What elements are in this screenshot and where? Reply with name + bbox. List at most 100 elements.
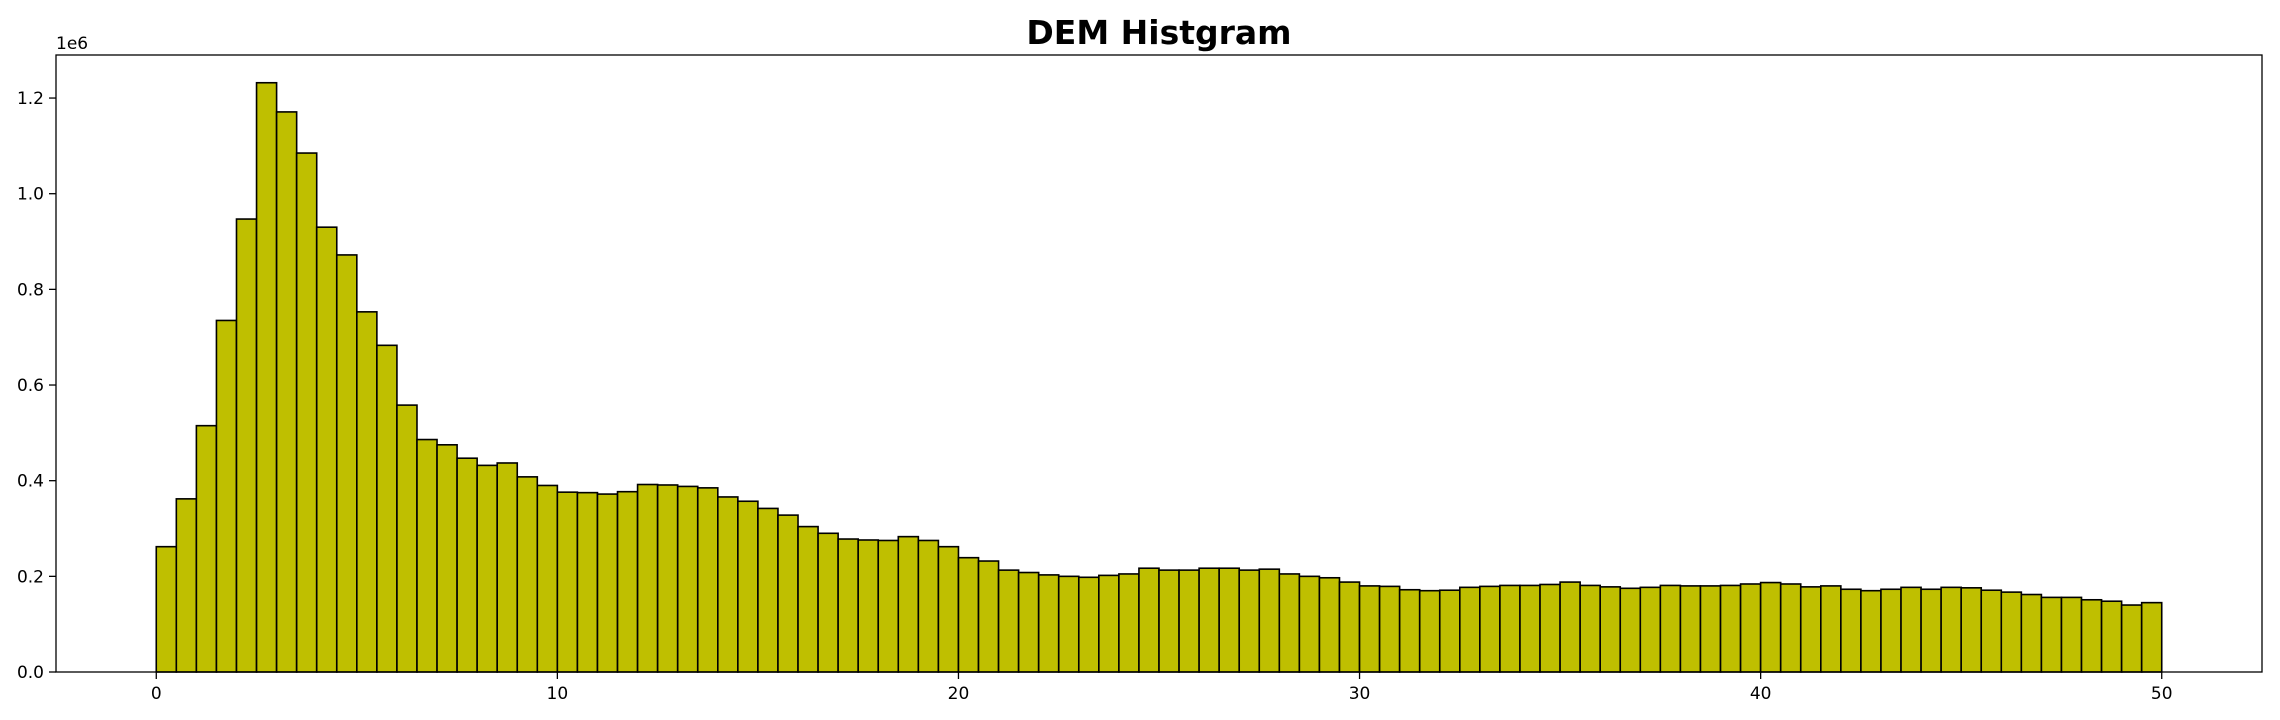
histogram-bar [1940, 586, 1962, 673]
histogram-bar [1579, 584, 1602, 673]
histogram-bar [1418, 589, 1441, 673]
plot-frame [55, 54, 2263, 673]
histogram-bar [1158, 569, 1180, 673]
histogram-bar [2000, 591, 2023, 673]
y-tick-label: 1.2 [17, 89, 44, 109]
histogram-bar [1840, 588, 1862, 673]
histogram-bar [656, 484, 679, 673]
histogram-bar [315, 226, 338, 673]
histogram-bar [376, 344, 398, 673]
histogram-bar [1539, 583, 1561, 673]
y-tick-label: 0.2 [17, 567, 44, 587]
histogram-bar [917, 539, 940, 673]
chart-title: DEM Histgram [1026, 13, 1291, 52]
histogram-bar [857, 539, 880, 673]
histogram-bar [757, 507, 779, 673]
histogram-bar [1178, 569, 1200, 673]
histogram-bar [1519, 584, 1541, 673]
histogram-bar [1779, 583, 1802, 673]
histogram-bar [957, 556, 980, 673]
histogram-bar [1338, 581, 1361, 673]
y-axis-offset-label: 1e6 [56, 34, 88, 54]
histogram-bar [1900, 586, 1922, 673]
histogram-bar [1258, 568, 1281, 673]
histogram-bar [516, 476, 539, 673]
histogram-bar [2100, 600, 2123, 673]
histogram-bar [1138, 567, 1160, 673]
histogram-bar [2120, 604, 2143, 673]
histogram-bars [155, 81, 2163, 673]
histogram-bar [155, 545, 178, 673]
histogram-bar [2140, 601, 2163, 673]
histogram-bar [997, 569, 1020, 673]
y-tick-label: 0.4 [17, 472, 44, 492]
histogram-bar [576, 491, 599, 673]
histogram-bar [195, 424, 218, 673]
x-tick-label: 20 [948, 684, 970, 704]
histogram-bar [1639, 586, 1662, 673]
histogram-bar [1960, 587, 1983, 673]
histogram-bar [1438, 589, 1461, 673]
x-tick-label: 50 [2151, 684, 2173, 704]
histogram-bar [777, 514, 799, 673]
histogram-bar [696, 487, 719, 673]
histogram-bar [1920, 588, 1942, 673]
histogram-bar [977, 560, 1000, 673]
histogram-bar [1017, 571, 1040, 673]
histogram-bar [1318, 576, 1341, 673]
histogram-bar [716, 496, 739, 673]
histogram-bar [737, 500, 759, 673]
histogram-bar [1358, 585, 1381, 673]
x-tick-label: 0 [151, 684, 162, 704]
histogram-bar [215, 319, 238, 673]
y-tick-label: 0.8 [17, 280, 44, 300]
histogram-bar [797, 525, 819, 673]
histogram-bar [275, 111, 298, 673]
y-axis-ticks: 0.0 0.2 0.4 0.6 0.8 1.0 1.2 [17, 89, 56, 683]
histogram-bar [1559, 581, 1581, 673]
histogram-bar [295, 152, 318, 673]
histogram-bar [1880, 588, 1902, 673]
histogram-bar [676, 485, 699, 673]
histogram-bar [897, 535, 920, 673]
histogram-bar [476, 464, 498, 673]
histogram-bar [1820, 585, 1842, 673]
y-tick-label: 1.0 [17, 185, 44, 205]
x-axis-ticks: 0 10 20 30 40 50 [151, 672, 2173, 704]
histogram-bar [1098, 574, 1120, 673]
histogram-bar [1278, 573, 1301, 673]
histogram-bar [2060, 596, 2083, 673]
histogram-bar [1659, 584, 1682, 673]
histogram-bar [2020, 593, 2043, 673]
histogram-bar [1860, 589, 1882, 673]
histogram-bar [396, 404, 418, 673]
histogram-bar [877, 539, 900, 673]
histogram-bar [616, 490, 639, 673]
histogram-bar [1719, 584, 1742, 673]
histogram-bar [1118, 573, 1140, 673]
histogram-bar [1378, 585, 1401, 673]
histogram-bar [1198, 567, 1220, 673]
histogram-bar [1980, 589, 2003, 673]
histogram-bar [2080, 598, 2103, 673]
histogram-bar [1398, 588, 1421, 673]
histogram-bar [335, 254, 358, 673]
x-tick-label: 40 [1750, 684, 1772, 704]
histogram-bar [1499, 584, 1521, 673]
histogram-bar [1799, 586, 1822, 673]
y-tick-label: 0.6 [17, 376, 44, 396]
histogram-bar [1599, 586, 1622, 673]
histogram-bar [636, 483, 659, 673]
x-tick-label: 10 [547, 684, 569, 704]
histogram-bar [1699, 585, 1722, 673]
histogram-bar [175, 498, 198, 673]
histogram-bar [817, 532, 839, 673]
histogram-bar [356, 311, 378, 673]
histogram-bar [1619, 587, 1642, 673]
histogram-bar [1037, 574, 1060, 673]
histogram-bar [536, 484, 559, 673]
histogram-bar [1479, 585, 1501, 673]
histogram-bar [496, 462, 519, 673]
histogram-bar [1218, 567, 1241, 673]
